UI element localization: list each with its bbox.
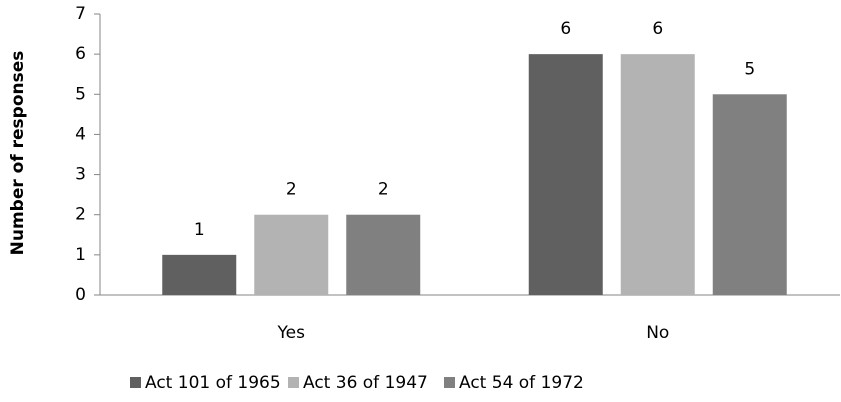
x-tick-label: No	[646, 323, 669, 343]
y-tick-label: 3	[75, 165, 86, 185]
data-label: 2	[378, 180, 389, 200]
y-axis-label: Number of responses	[8, 51, 28, 256]
bar	[162, 254, 237, 295]
y-tick-label: 7	[75, 4, 86, 24]
y-tick-label: 2	[75, 205, 86, 225]
legend-label: Act 36 of 1947	[303, 373, 428, 393]
bar	[712, 94, 787, 296]
bar	[620, 54, 695, 296]
bar	[528, 54, 603, 296]
legend-swatch	[444, 377, 455, 388]
y-tick-label: 0	[75, 285, 86, 305]
y-tick-label: 1	[75, 245, 86, 265]
data-label: 6	[560, 19, 571, 39]
data-label: 5	[744, 59, 755, 79]
legend-label: Act 54 of 1972	[459, 373, 584, 393]
legend-swatch	[288, 377, 299, 388]
data-label: 1	[194, 220, 205, 240]
data-label: 6	[652, 19, 663, 39]
x-tick-label: Yes	[277, 323, 306, 343]
data-label: 2	[286, 180, 297, 200]
bar	[346, 214, 421, 295]
y-tick-label: 5	[75, 84, 86, 104]
bar	[254, 214, 329, 295]
y-tick-label: 6	[75, 44, 86, 64]
legend-swatch	[130, 377, 141, 388]
legend-label: Act 101 of 1965	[145, 373, 281, 393]
y-tick-label: 4	[75, 124, 86, 144]
